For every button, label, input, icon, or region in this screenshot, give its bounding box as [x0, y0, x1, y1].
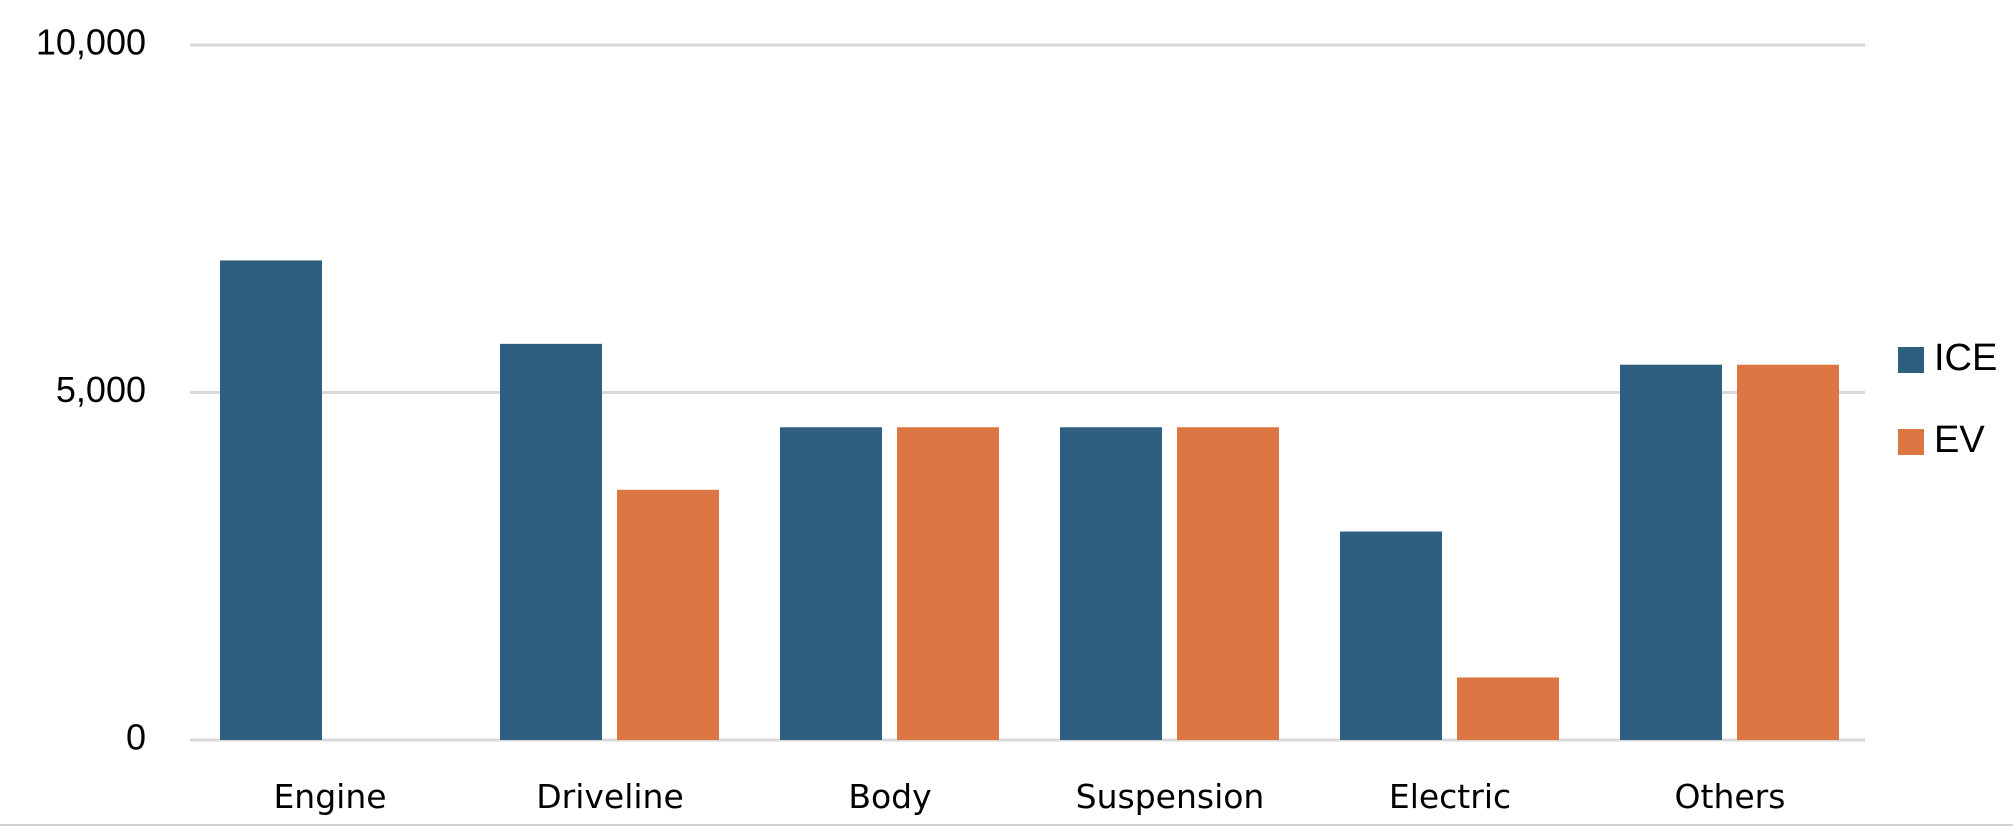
bar-ice-engine — [220, 260, 322, 740]
bar-ice-suspension — [1060, 427, 1162, 740]
bar-ice-others — [1620, 364, 1722, 740]
gridlines — [190, 43, 1865, 742]
x-axis-category-labels: Engine Driveline Body Suspension Electric Oth… — [273, 777, 1785, 816]
x-category-label: Engine — [273, 777, 386, 816]
legend-swatch-ice — [1898, 347, 1924, 373]
x-category-label: Suspension — [1076, 777, 1265, 816]
x-category-label: Driveline — [536, 777, 684, 816]
bar-ev-electric — [1457, 677, 1559, 740]
y-axis-tick-labels: 0 5,000 10,000 — [36, 22, 146, 758]
legend: ICE EV — [1898, 337, 1997, 461]
legend-swatch-ev — [1898, 429, 1924, 455]
bar-ice-driveline — [500, 343, 602, 740]
bar-ev-body — [897, 427, 999, 740]
legend-label-ice: ICE — [1934, 337, 1997, 379]
legend-label-ev: EV — [1934, 419, 1985, 461]
y-tick-label: 5,000 — [56, 369, 146, 410]
bar-ice-body — [780, 427, 882, 740]
bars — [220, 260, 1839, 740]
x-category-label: Electric — [1389, 777, 1511, 816]
y-tick-label: 0 — [126, 717, 146, 758]
bar-ice-electric — [1340, 531, 1442, 740]
bar-ev-suspension — [1177, 427, 1279, 740]
bar-ev-driveline — [617, 489, 719, 740]
x-category-label: Others — [1675, 777, 1786, 816]
bar-ev-others — [1737, 364, 1839, 740]
x-category-label: Body — [848, 777, 931, 816]
y-tick-label: 10,000 — [36, 22, 146, 63]
